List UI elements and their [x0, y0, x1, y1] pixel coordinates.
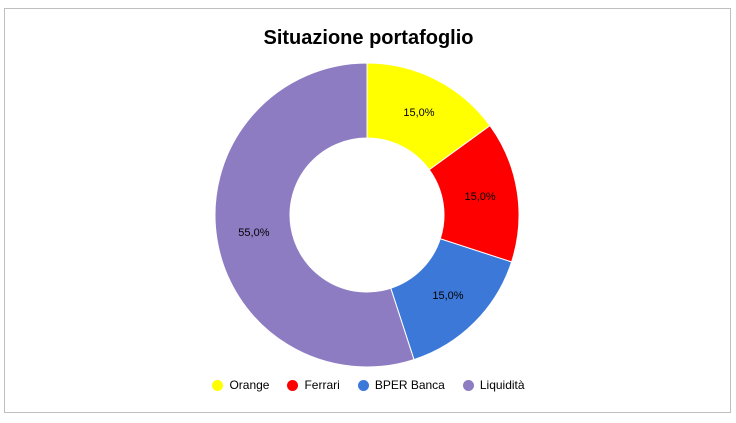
legend-item-liquidita: Liquidità	[462, 378, 525, 392]
chart-area: Situazione portafoglio 15,0% 15,0% 15,0% 55…	[4, 8, 731, 413]
doughnut-chart: 15,0% 15,0% 15,0% 55,0%	[214, 62, 520, 368]
chart-legend: Orange Ferrari BPER Banca Liquidità	[5, 378, 732, 392]
legend-swatch	[212, 379, 224, 391]
legend-item-bper-banca: BPER Banca	[357, 378, 445, 392]
legend-label: BPER Banca	[374, 378, 445, 392]
legend-label: Liquidità	[479, 378, 525, 392]
legend-swatch	[287, 379, 299, 391]
legend-swatch	[462, 379, 474, 391]
data-label-orange: 15,0%	[403, 107, 434, 119]
legend-item-orange: Orange	[212, 378, 269, 392]
data-label-ferrari: 15,0%	[464, 191, 495, 203]
legend-item-ferrari: Ferrari	[287, 378, 340, 392]
data-label-liquidita: 55,0%	[238, 227, 269, 239]
slice-liquidita	[214, 62, 415, 368]
chart-title: Situazione portafoglio	[263, 27, 474, 49]
legend-label: Orange	[229, 378, 270, 392]
legend-label: Ferrari	[304, 378, 340, 392]
legend-swatch	[357, 379, 369, 391]
data-label-bper-banca: 15,0%	[432, 290, 463, 302]
